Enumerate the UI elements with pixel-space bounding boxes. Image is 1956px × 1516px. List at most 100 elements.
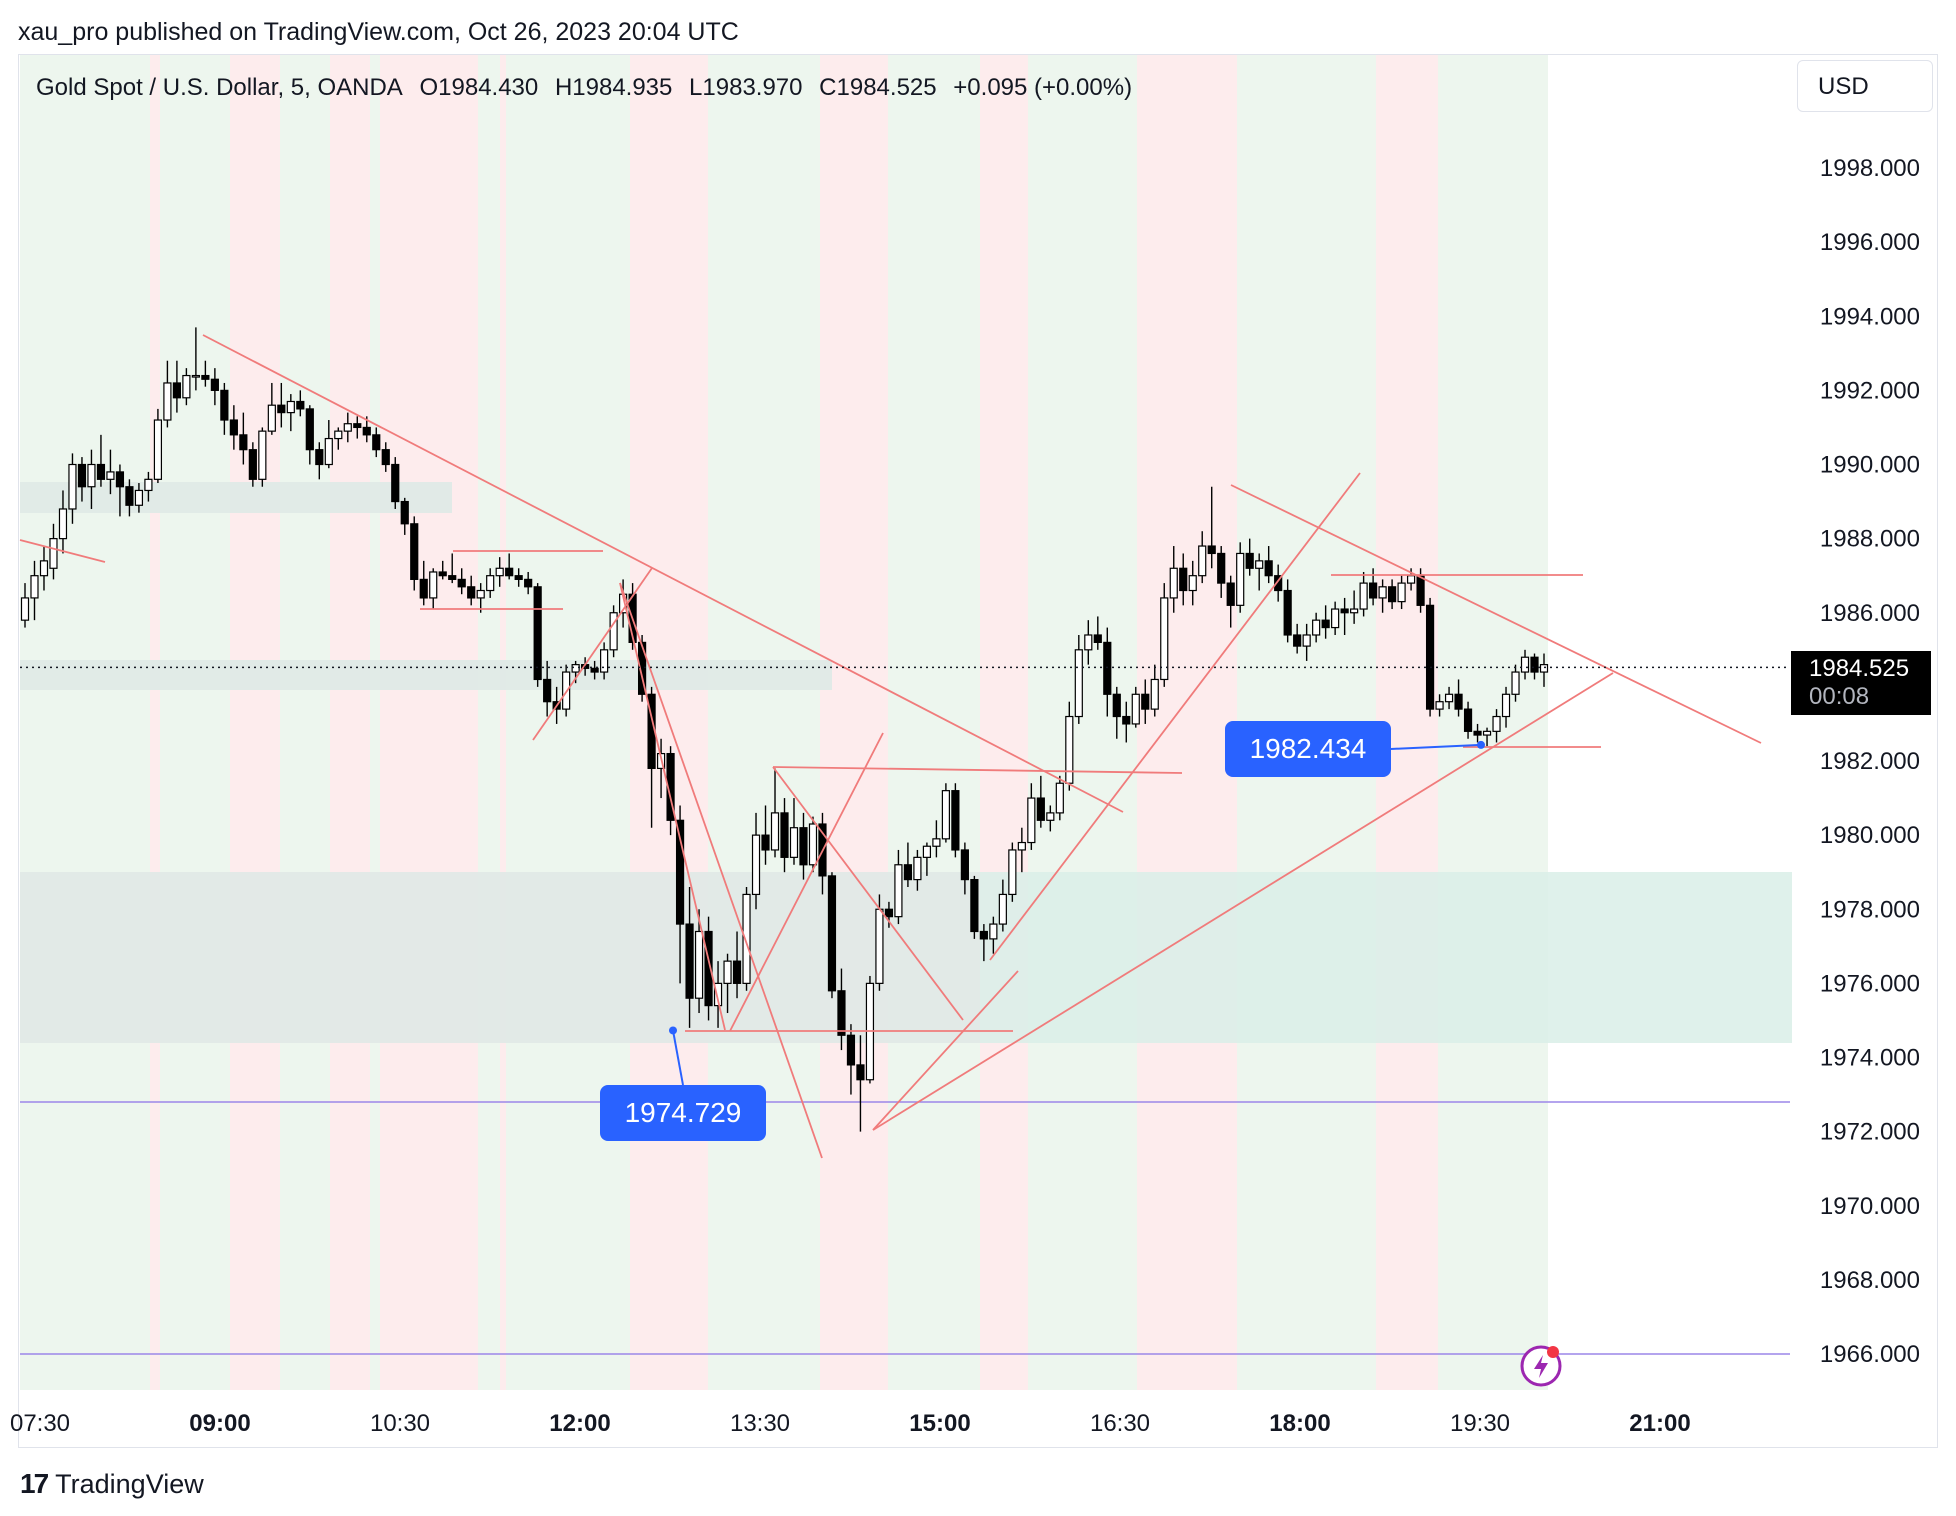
candle-bull — [58, 508, 68, 540]
candle-bear — [372, 434, 381, 451]
candle-bull — [182, 374, 191, 399]
candle-bull — [39, 560, 49, 577]
candle-bear — [1036, 797, 1045, 821]
price-tick-label: 1980.000 — [1820, 822, 1920, 849]
tradingview-logo[interactable]: 17 TradingView — [20, 1468, 204, 1500]
candle-bear — [305, 408, 314, 451]
trendline-7 — [729, 732, 884, 1032]
trendlines — [19, 334, 1762, 1159]
price-callout-left[interactable]: 1974.729 — [600, 1085, 766, 1141]
trendline-4 — [532, 567, 653, 741]
time-tick-label: 18:00 — [1269, 1410, 1330, 1437]
candle-bear — [220, 389, 229, 421]
price-tick-label: 1982.000 — [1820, 748, 1920, 775]
candle-bear — [419, 578, 428, 599]
candle-bear — [1369, 582, 1378, 599]
candle-bear — [951, 790, 960, 851]
candle-bull — [163, 382, 172, 421]
candle-bull — [1169, 567, 1178, 599]
candle-bull — [1084, 634, 1093, 651]
candle-bear — [1321, 619, 1330, 629]
time-tick-label: 07:30 — [10, 1410, 70, 1437]
candle-bear — [239, 434, 248, 451]
candle-bull — [343, 423, 352, 432]
candle-bear — [799, 827, 808, 866]
session-band-red — [820, 55, 888, 1390]
candle-bull — [1017, 841, 1026, 851]
candle-bull — [334, 430, 343, 440]
candle-bear — [505, 567, 514, 577]
candle-bull — [1397, 582, 1406, 603]
alert-icon[interactable] — [1520, 1345, 1562, 1387]
candle-bull — [1055, 782, 1064, 814]
candle-bear — [543, 678, 552, 703]
candle-bear — [1245, 552, 1254, 569]
candle-bull — [694, 930, 704, 999]
candle-bull — [941, 790, 950, 840]
candle-bull — [68, 463, 77, 510]
bar-countdown: 00:08 — [1809, 683, 1870, 710]
session-bands — [20, 55, 1548, 1390]
candle-bear — [1473, 730, 1482, 736]
candle-bear — [172, 382, 181, 399]
session-band-red — [1137, 55, 1183, 1390]
candle-bear — [391, 463, 400, 503]
candle-bear — [884, 908, 894, 918]
candle-bull — [1359, 582, 1368, 610]
zone-demand-shade — [20, 872, 980, 1043]
session-band-red — [380, 55, 478, 1390]
legend-change: +0.095 (+0.00%) — [953, 74, 1133, 101]
time-tick-label: 09:00 — [189, 1410, 250, 1437]
candle-bull — [742, 893, 751, 984]
trendline-8 — [772, 766, 1183, 774]
candle-bull — [1482, 730, 1492, 736]
price-tick-label: 1972.000 — [1820, 1119, 1920, 1146]
candle-bull — [1312, 619, 1321, 636]
candle-bull — [922, 845, 932, 858]
legend-symbol: Gold Spot / U.S. Dollar, 5, OANDA — [36, 74, 403, 101]
price-tick-label: 1996.000 — [1820, 229, 1920, 256]
candle-bear — [979, 930, 988, 940]
currency-button[interactable]: USD — [1797, 60, 1933, 112]
candle-bull — [932, 838, 941, 847]
candle-bear — [467, 586, 476, 599]
candle-bear — [524, 578, 533, 588]
candle-bull — [1520, 656, 1530, 673]
candle-bull — [153, 419, 163, 480]
candle-bull — [429, 571, 438, 599]
candle-bear — [533, 586, 542, 681]
trendline-6 — [619, 582, 726, 1031]
session-band-red — [980, 55, 1028, 1390]
candle-bull — [324, 437, 333, 466]
candle-bull — [751, 834, 761, 896]
candle-bull — [49, 538, 58, 569]
price-tick-label: 1998.000 — [1820, 155, 1920, 182]
candle-bear — [1454, 693, 1463, 710]
trendline-1 — [202, 334, 1124, 813]
candle-bull — [144, 478, 153, 492]
candle-bull — [875, 908, 884, 984]
candle-bear — [1530, 656, 1539, 673]
candle-bear — [1112, 693, 1121, 718]
candle-bear — [1264, 560, 1273, 577]
candle-bull — [30, 575, 39, 599]
trendline-11 — [872, 970, 1019, 1131]
candle-bull — [1008, 849, 1017, 896]
candle-bull — [191, 374, 200, 378]
price-callout-right[interactable]: 1982.434 — [1225, 721, 1391, 777]
candle-bear — [125, 486, 134, 506]
candle-bear — [1179, 567, 1188, 592]
trendline-5 — [619, 582, 823, 1159]
candle-bear — [1141, 693, 1150, 710]
candle-bear — [353, 423, 362, 429]
candle-bull — [989, 923, 998, 940]
candle-bear — [201, 374, 210, 380]
candle-bear — [1416, 575, 1425, 606]
candle-bull — [808, 823, 818, 866]
callout-connector-right — [1390, 743, 1482, 750]
candle-bear — [1103, 641, 1112, 695]
price-tick-label: 1968.000 — [1820, 1267, 1920, 1294]
legend-close: C1984.525 — [819, 74, 937, 101]
candle-bull — [1302, 634, 1311, 647]
